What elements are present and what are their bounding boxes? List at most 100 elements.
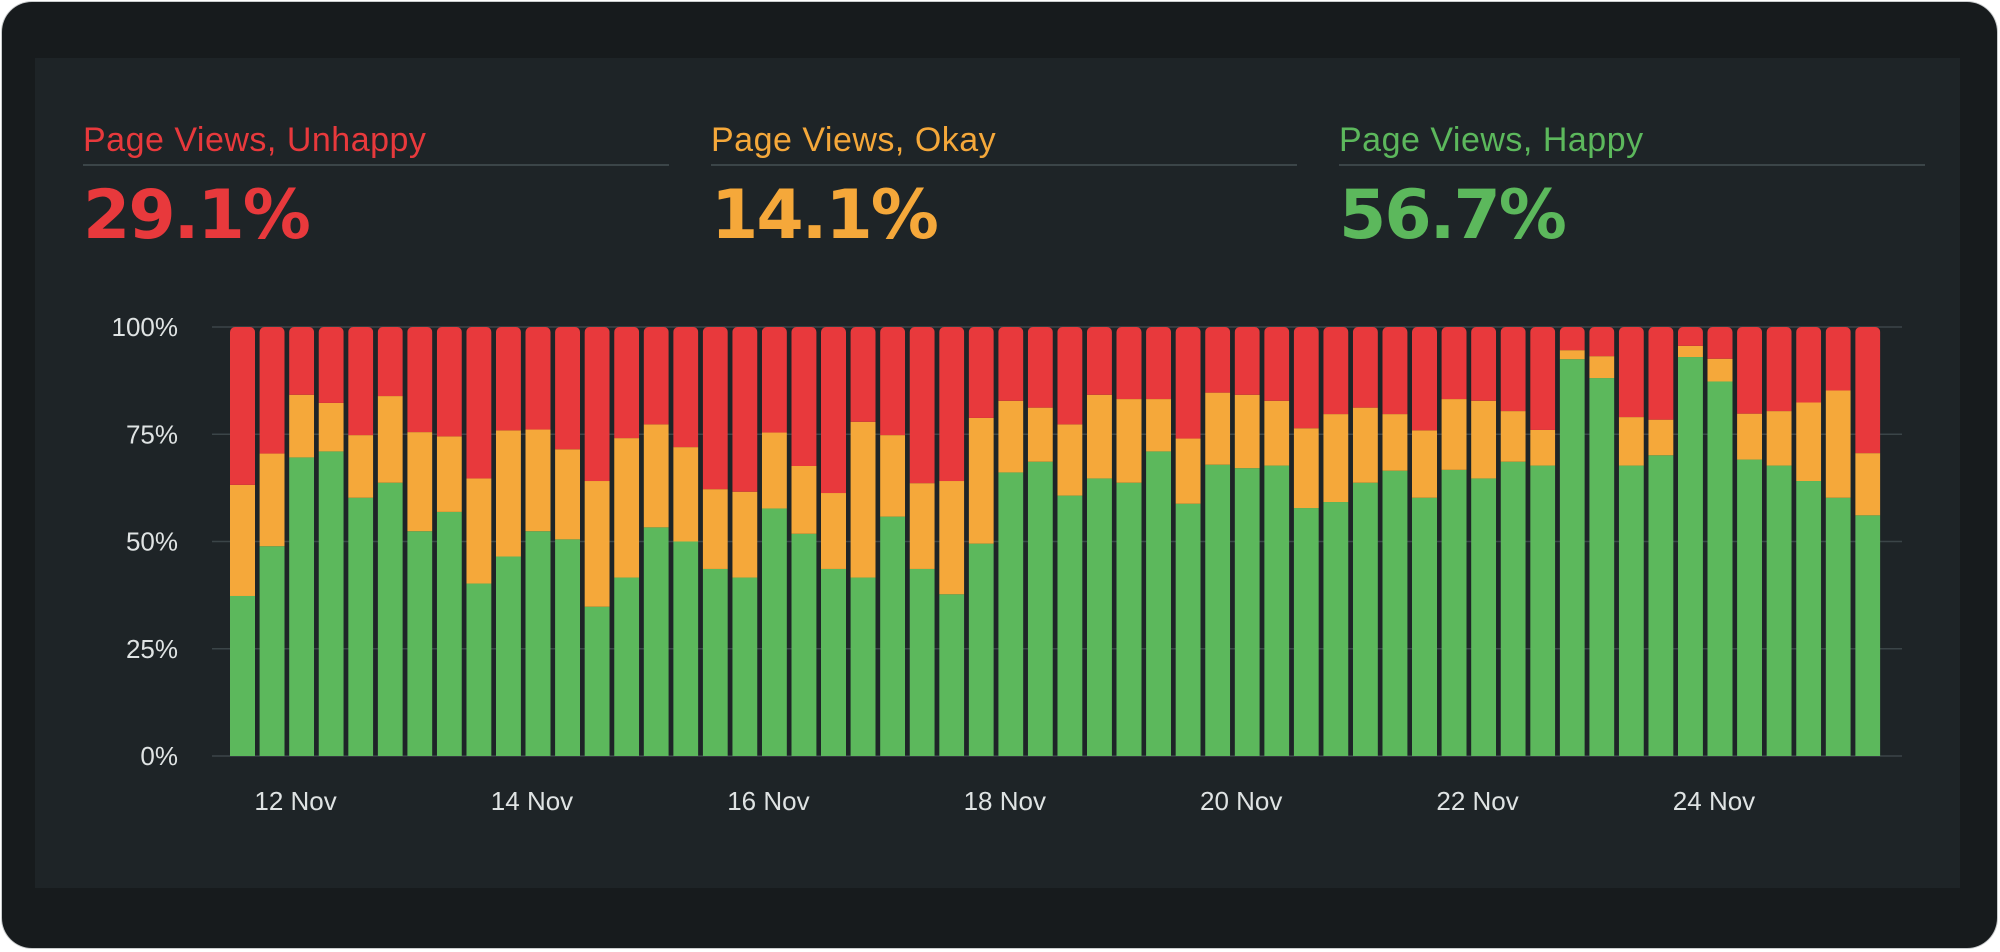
bar-segment-okay <box>1116 399 1142 483</box>
bars <box>230 327 1881 756</box>
bar-segment-happy <box>289 457 315 756</box>
bar-stack <box>1618 327 1644 756</box>
bar-segment-unhappy <box>1264 327 1290 401</box>
bar-segment-happy <box>377 482 403 756</box>
stat-happy-label: Page Views, Happy <box>1339 121 1644 159</box>
bar-segment-happy <box>791 533 817 756</box>
stat-unhappy-label: Page Views, Unhappy <box>83 121 427 159</box>
bar-stack <box>1559 327 1585 756</box>
bar-segment-unhappy <box>1559 327 1585 351</box>
bar-segment-unhappy <box>1027 327 1053 408</box>
bar-stack <box>1027 327 1053 756</box>
bar-stack <box>1264 327 1290 756</box>
bar-segment-happy <box>348 497 374 756</box>
bar-segment-okay <box>909 483 935 569</box>
bar-segment-okay <box>1796 402 1822 482</box>
bar-segment-okay <box>1412 430 1437 498</box>
bar-segment-happy <box>1648 455 1674 756</box>
bar-segment-unhappy <box>909 327 935 484</box>
bar-segment-happy <box>1825 497 1851 756</box>
bar-stack <box>1382 327 1408 756</box>
bar-segment-happy <box>1323 502 1349 756</box>
bar-segment-happy <box>1766 465 1792 756</box>
bar-segment-unhappy <box>377 327 403 397</box>
bar-stack <box>1352 327 1378 756</box>
bar-stack <box>495 327 521 756</box>
bar-segment-happy <box>1441 469 1467 756</box>
bar-segment-okay <box>850 421 876 578</box>
bar-stack <box>968 327 994 756</box>
y-tick-label: 75% <box>126 419 178 449</box>
bar-stack <box>1825 327 1851 756</box>
bar-segment-unhappy <box>850 327 876 422</box>
bar-segment-okay <box>348 435 374 498</box>
bar-segment-okay <box>584 481 610 607</box>
bar-stack <box>761 327 787 756</box>
bar-stack <box>1116 327 1142 756</box>
stat-happy-value: 56.7% <box>1339 176 1567 255</box>
bar-segment-unhappy <box>1382 327 1408 415</box>
bar-stack <box>1205 327 1231 756</box>
bar-segment-happy <box>584 606 610 756</box>
bar-stack <box>702 327 728 756</box>
bar-stack <box>407 327 433 756</box>
bar-stack <box>1530 327 1556 756</box>
stat-okay-label: Page Views, Okay <box>711 121 997 159</box>
bar-segment-happy <box>318 451 344 756</box>
bar-segment-okay <box>673 447 699 542</box>
bar-segment-okay <box>1648 419 1674 456</box>
bar-segment-unhappy <box>821 327 846 494</box>
bar-segment-unhappy <box>1146 327 1172 400</box>
bar-segment-okay <box>702 489 728 569</box>
bar-segment-unhappy <box>673 327 699 448</box>
stat-okay-divider <box>711 164 1297 166</box>
y-tick-label: 50% <box>126 527 178 557</box>
bar-stack <box>1648 327 1674 756</box>
bar-stack <box>1323 327 1349 756</box>
bar-stack <box>348 327 374 756</box>
bar-segment-okay <box>436 436 462 512</box>
bar-segment-okay <box>643 424 669 528</box>
bar-segment-happy <box>1589 378 1615 756</box>
bar-segment-unhappy <box>1412 327 1437 431</box>
bar-stack <box>791 327 817 756</box>
bar-stack <box>525 327 551 756</box>
bar-segment-unhappy <box>318 327 344 403</box>
bar-stack <box>673 327 699 756</box>
x-tick-label: 18 Nov <box>964 786 1046 816</box>
bar-segment-unhappy <box>1500 327 1526 412</box>
bar-stack <box>614 327 640 756</box>
bar-segment-happy <box>643 527 669 756</box>
bar-segment-unhappy <box>1737 327 1763 414</box>
bar-segment-happy <box>495 556 521 756</box>
bar-segment-unhappy <box>1352 327 1378 408</box>
bar-segment-okay <box>1352 407 1378 483</box>
x-tick-label: 12 Nov <box>254 786 336 816</box>
bar-segment-happy <box>1530 465 1556 756</box>
bar-segment-unhappy <box>407 327 433 433</box>
bar-stack <box>318 327 344 756</box>
bar-segment-happy <box>850 577 876 756</box>
bar-stack <box>998 327 1024 756</box>
y-axis: 0% 25% 50% 75% 100% <box>112 312 179 771</box>
bar-segment-unhappy <box>495 327 521 431</box>
bar-segment-happy <box>880 516 906 756</box>
bar-segment-okay <box>791 465 817 534</box>
bar-segment-happy <box>1677 357 1703 756</box>
bar-segment-unhappy <box>1116 327 1142 400</box>
bar-segment-unhappy <box>968 327 994 418</box>
bar-stack <box>1766 327 1792 756</box>
bar-segment-happy <box>702 568 728 756</box>
bar-segment-unhappy <box>1057 327 1083 425</box>
bar-segment-okay <box>1175 438 1201 504</box>
bar-segment-unhappy <box>466 327 492 479</box>
bar-segment-unhappy <box>1855 327 1881 454</box>
bar-segment-unhappy <box>643 327 669 425</box>
bar-segment-happy <box>761 508 787 756</box>
bar-segment-okay <box>1205 392 1231 465</box>
bar-segment-okay <box>525 429 551 532</box>
bar-stack <box>259 327 285 756</box>
bar-stack <box>289 327 315 756</box>
bar-segment-okay <box>1057 424 1083 496</box>
